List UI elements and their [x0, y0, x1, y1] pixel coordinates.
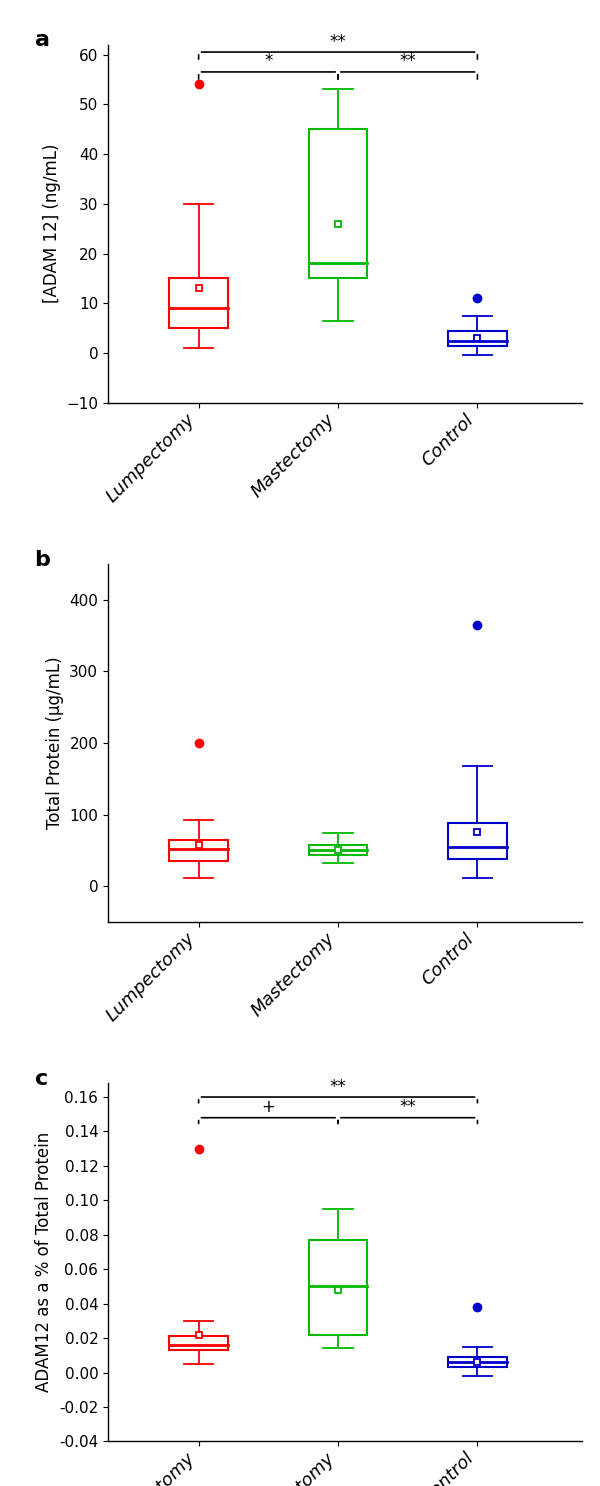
Y-axis label: ADAM12 as a % of Total Protein: ADAM12 as a % of Total Protein — [35, 1132, 53, 1392]
Bar — [309, 1239, 367, 1334]
Bar — [309, 129, 367, 278]
Text: *: * — [264, 52, 272, 70]
Bar — [309, 844, 367, 856]
Text: b: b — [35, 550, 50, 569]
Text: +: + — [262, 1098, 275, 1116]
Text: **: ** — [400, 1098, 416, 1116]
Text: c: c — [35, 1068, 48, 1089]
Bar — [448, 823, 507, 859]
Bar — [448, 1357, 507, 1367]
Text: **: ** — [400, 52, 416, 70]
Bar — [169, 840, 228, 862]
Bar — [169, 278, 228, 328]
Text: a: a — [35, 30, 50, 51]
Text: **: ** — [329, 33, 346, 51]
Bar — [448, 330, 507, 346]
Text: **: ** — [329, 1077, 346, 1095]
Bar — [169, 1336, 228, 1351]
Y-axis label: Total Protein (µg/mL): Total Protein (µg/mL) — [46, 657, 64, 829]
Y-axis label: [ADAM 12] (ng/mL): [ADAM 12] (ng/mL) — [43, 144, 61, 303]
